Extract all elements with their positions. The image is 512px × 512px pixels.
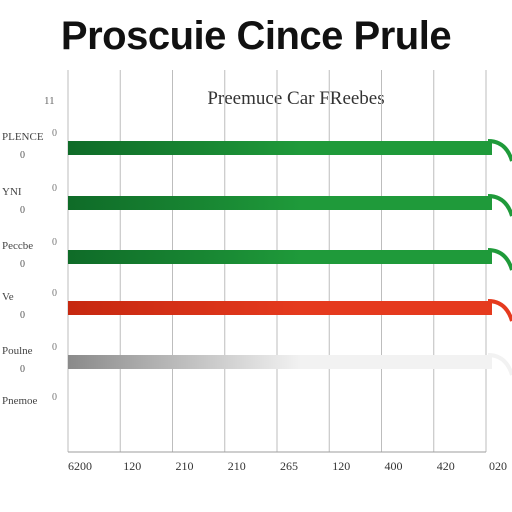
row-marker: 0 [52, 183, 57, 194]
bar-end-curl [487, 353, 512, 376]
bar-end-curl [487, 299, 512, 322]
category-sublabel: 0 [20, 150, 25, 161]
category-label: Pnemoe [2, 395, 38, 407]
category-label: YNI [2, 186, 22, 198]
bar [68, 250, 492, 264]
chart-subtitle: Preemuce Car FReebes [207, 88, 385, 109]
row-marker: 0 [52, 237, 57, 248]
category-label: Peccbe [2, 240, 33, 252]
chart-title: Proscuie Cince Prule [60, 14, 452, 58]
bar [68, 196, 492, 210]
bar [68, 141, 492, 155]
category-sublabel: 0 [20, 310, 25, 321]
category-label: Ve [2, 291, 14, 303]
category-sublabel: 0 [20, 259, 25, 270]
bar [68, 301, 492, 315]
row-marker: 0 [52, 288, 57, 299]
bar-end-curl [487, 139, 512, 162]
x-tick-label: 120 [332, 459, 350, 473]
category-label: Poulne [2, 345, 33, 357]
x-tick-label: 420 [437, 459, 455, 473]
top-left-label: 11 [44, 95, 55, 107]
category-sublabel: 0 [20, 205, 25, 216]
bar-end-curl [487, 248, 512, 271]
x-tick-label: 210 [176, 459, 194, 473]
row-marker: 0 [52, 392, 57, 403]
row-marker: 0 [52, 128, 57, 139]
x-tick-label: 120 [123, 459, 141, 473]
x-tick-label: 265 [280, 459, 298, 473]
bar [68, 355, 492, 369]
x-tick-label: 020 [489, 459, 507, 473]
x-tick-label: 400 [385, 459, 403, 473]
row-marker: 0 [52, 342, 57, 353]
category-label: PLENCE [2, 131, 44, 143]
bar-end-curl [487, 194, 512, 217]
x-tick-label: 6200 [68, 459, 92, 473]
category-sublabel: 0 [20, 364, 25, 375]
x-tick-label: 210 [228, 459, 246, 473]
